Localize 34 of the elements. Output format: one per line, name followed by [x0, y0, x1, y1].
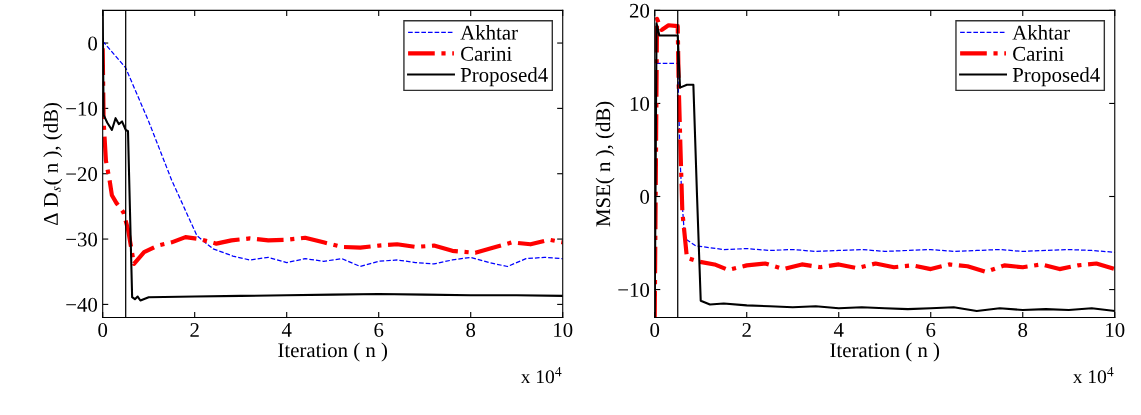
y-tick-label: −40 [66, 297, 98, 312]
x-tick-label: 0 [650, 322, 660, 337]
x-tick-label: 8 [466, 322, 476, 337]
x-tick-label: 4 [281, 323, 292, 337]
legend-label: Akhtar [1012, 25, 1070, 40]
x-tick-label: 2 [190, 323, 199, 337]
legend-label: Carini [461, 46, 512, 61]
legend-label: Proposed4 [460, 67, 548, 87]
y-tick-label: −20 [66, 167, 98, 182]
x-tick-label: 6 [374, 323, 384, 337]
legend-label: Carini [1013, 46, 1064, 61]
text: x 10$^{4}$ [520, 367, 562, 384]
text: x 10$^{4}$ [1072, 367, 1114, 384]
x-axis-title: Iteration ( n ) [830, 342, 940, 362]
x-axis-title: Iteration ( n ) [278, 342, 388, 362]
legend-label: Proposed4 [1012, 67, 1100, 87]
y-axis-title: MSE( n ), (dB) [595, 101, 615, 227]
y-tick-label: 10 [630, 96, 650, 111]
legend-label: Akhtar [460, 25, 518, 40]
x-tick-label: 0 [98, 322, 108, 337]
x-tick-label: 2 [742, 323, 751, 337]
y-tick-label: 0 [640, 189, 650, 204]
y-tick-label: −10 [618, 282, 650, 297]
x-tick-label: 10 [554, 322, 573, 337]
x-tick-label: 6 [926, 323, 936, 337]
x-tick-label: 10 [1106, 322, 1125, 337]
y-tick-label: −10 [66, 101, 98, 116]
x-tick-label: 4 [833, 323, 844, 337]
y-axis-title: Δ D$_{s}$( n ), (dB) [43, 102, 63, 226]
y-tick-label: 0 [88, 36, 98, 51]
y-tick-label: −30 [66, 232, 98, 247]
y-tick-label: 20 [629, 3, 650, 18]
x-tick-label: 8 [1018, 322, 1028, 337]
line-series [655, 62, 1115, 253]
